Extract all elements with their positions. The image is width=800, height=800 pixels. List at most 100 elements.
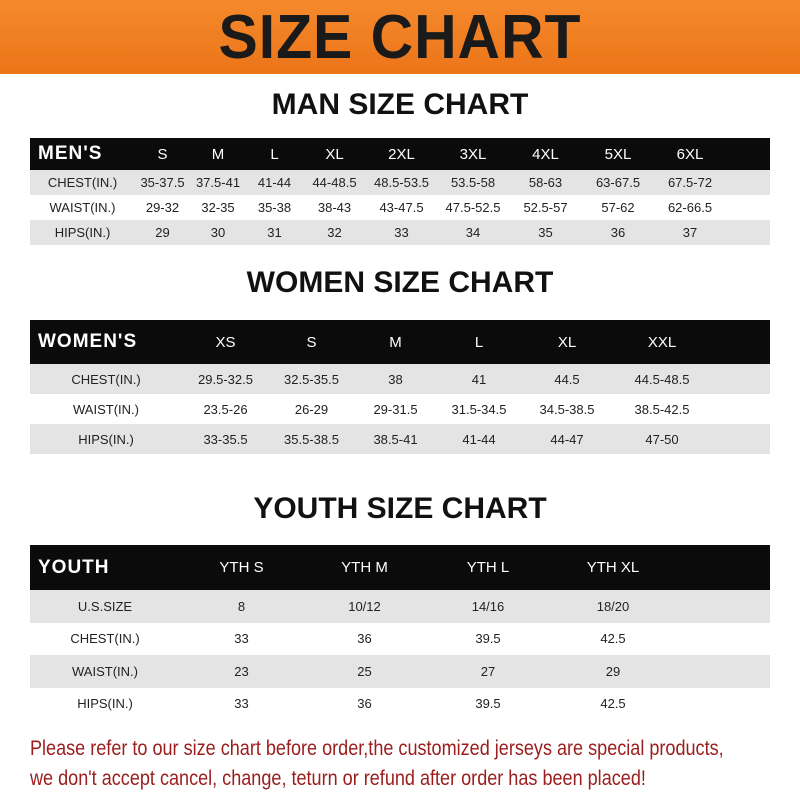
row-label: WAIST(IN.) — [72, 663, 138, 679]
table-cell: 36 — [357, 696, 372, 712]
table-cell: 33 — [234, 696, 249, 712]
row-label: MEN'S — [38, 143, 103, 164]
table-cell: YTH L — [466, 559, 510, 576]
table-cell: 29-31.5 — [373, 401, 418, 417]
table-cell: 33 — [234, 631, 249, 647]
table-row: WAIST(IN.) 23 25 27 29 — [30, 655, 770, 688]
row-label: HIPS(IN.) — [78, 431, 134, 447]
table-cell: 35.5-38.5 — [284, 431, 339, 447]
table-cell: 33-35.5 — [203, 431, 248, 447]
table-cell: M — [211, 145, 225, 163]
table-cell: 31 — [267, 225, 282, 240]
table-cell: YTH M — [341, 559, 388, 576]
table-cell: 47.5-52.5 — [445, 200, 501, 215]
table-cell: 47-50 — [645, 431, 679, 447]
table-cell: 32 — [327, 225, 342, 240]
table-cell: 41-44 — [462, 431, 496, 447]
table-cell: 53.5-58 — [450, 175, 496, 190]
table-cell: 33 — [394, 225, 409, 240]
table-cell: S — [157, 145, 168, 163]
table-cell: XXL — [647, 333, 677, 351]
table-row: WAIST(IN.) 23.5-26 26-29 29-31.5 31.5-34.5 34… — [30, 394, 770, 424]
table-cell: 32.5-35.5 — [284, 371, 339, 387]
row-label: CHEST(IN.) — [47, 175, 118, 190]
row-label: U.S.SIZE — [77, 598, 133, 614]
table-cell: 23.5-26 — [203, 401, 248, 417]
table-cell: 38 — [388, 371, 403, 387]
table-cell: YTH S — [219, 559, 264, 576]
table-cell: 41-44 — [257, 175, 292, 190]
banner: SIZE CHART — [0, 0, 800, 74]
table-cell: 32-35 — [201, 200, 235, 215]
table-cell: 36 — [610, 225, 626, 240]
table-cell: 8 — [237, 598, 246, 614]
table-cell: 3XL — [459, 145, 487, 163]
table-cell: 38-43 — [317, 200, 352, 215]
table-row: HIPS(IN.) 33 36 39.5 42.5 — [30, 687, 770, 720]
men-size-table: MEN'S S M L XL 2XL 3XL 4XL 5XL 6XL CHEST(IN.) 35-37… — [30, 138, 770, 245]
table-cell: 44.5-48.5 — [634, 371, 690, 387]
order-note: Please refer to our size chart before or… — [30, 734, 800, 794]
table-cell: 44-48.5 — [312, 175, 357, 190]
table-cell: 37 — [682, 225, 698, 240]
row-label: CHEST(IN.) — [70, 631, 140, 647]
table-row: CHEST(IN.) 29.5-32.5 32.5-35.5 38 41 44.5 44.5… — [30, 364, 770, 394]
table-cell: 27 — [480, 663, 496, 679]
table-cell: 38.5-41 — [373, 431, 418, 447]
table-cell: YTH XL — [586, 559, 640, 576]
table-row: CHEST(IN.) 35-37.5 37.5-41 41-44 44-48.5 48.5… — [30, 170, 770, 195]
table-cell: 34.5-38.5 — [539, 401, 595, 417]
table-cell: 35 — [538, 225, 553, 240]
table-row: HIPS(IN.) 33-35.5 35.5-38.5 38.5-41 41-44 44-… — [30, 424, 770, 454]
table-row: WAIST(IN.) 29-32 32-35 35-38 38-43 43-47.5 47.… — [30, 195, 770, 220]
table-row: CHEST(IN.) 33 36 39.5 42.5 — [30, 622, 770, 655]
table-cell: 63-67.5 — [595, 175, 641, 190]
table-cell: 62-66.5 — [667, 200, 713, 215]
table-cell: 29 — [605, 663, 621, 679]
men-title: MAN SIZE CHART — [271, 88, 529, 121]
table-cell: 35-37.5 — [140, 175, 185, 190]
table-cell: 37.5-41 — [195, 175, 241, 190]
table-cell: 38.5-42.5 — [634, 401, 690, 417]
table-cell: 35-38 — [257, 200, 292, 215]
table-cell: 44.5 — [554, 371, 580, 387]
table-cell: L — [270, 145, 279, 163]
row-label: WOMEN'S — [38, 331, 138, 352]
table-cell: 31.5-34.5 — [451, 401, 507, 417]
table-cell: 25 — [357, 663, 372, 679]
row-label: WAIST(IN.) — [49, 200, 116, 215]
women-size-table: WOMEN'S XS S M L XL XXL CHEST(IN.) 29.5-32.5 32.5… — [30, 320, 770, 454]
table-cell: 26-29 — [294, 401, 329, 417]
table-cell: 42.5 — [600, 631, 626, 647]
women-title: WOMEN SIZE CHART — [246, 266, 554, 299]
table-cell: 29.5-32.5 — [198, 371, 253, 387]
table-cell: 67.5-72 — [667, 175, 713, 190]
row-label: WAIST(IN.) — [73, 401, 139, 417]
table-cell: 23 — [234, 663, 249, 679]
row-label: HIPS(IN.) — [54, 225, 111, 240]
table-cell: 58-63 — [528, 175, 563, 190]
table-cell: 43-47.5 — [379, 200, 424, 215]
table-cell: 48.5-53.5 — [374, 175, 429, 190]
table-cell: 5XL — [604, 145, 632, 163]
table-row: U.S.SIZE 8 10/12 14/16 18/20 — [30, 590, 770, 623]
table-cell: 18/20 — [596, 598, 630, 614]
table-cell: S — [306, 333, 317, 351]
row-label: YOUTH — [38, 556, 110, 578]
table-cell: 34 — [465, 225, 481, 240]
row-label: CHEST(IN.) — [71, 371, 141, 387]
table-cell: 52.5-57 — [523, 200, 568, 215]
table-cell: 29-32 — [145, 200, 180, 215]
youth-title: YOUTH SIZE CHART — [253, 492, 547, 525]
table-cell: 39.5 — [475, 696, 501, 712]
table-cell: 39.5 — [475, 631, 501, 647]
table-cell: 36 — [357, 631, 372, 647]
table-cell: 10/12 — [348, 598, 381, 614]
youth-size-table: YOUTH YTH S YTH M YTH L YTH XL U.S.SIZE 8 10/12… — [30, 545, 770, 720]
table-cell: 14/16 — [471, 598, 505, 614]
row-label: HIPS(IN.) — [77, 696, 133, 712]
note-line-1: Please refer to our size chart before or… — [30, 737, 724, 760]
table-cell: 44-47 — [550, 431, 584, 447]
table-cell: 30 — [210, 225, 226, 240]
table-row: HIPS(IN.) 29 30 31 32 33 34 35 36 37 — [30, 220, 770, 245]
